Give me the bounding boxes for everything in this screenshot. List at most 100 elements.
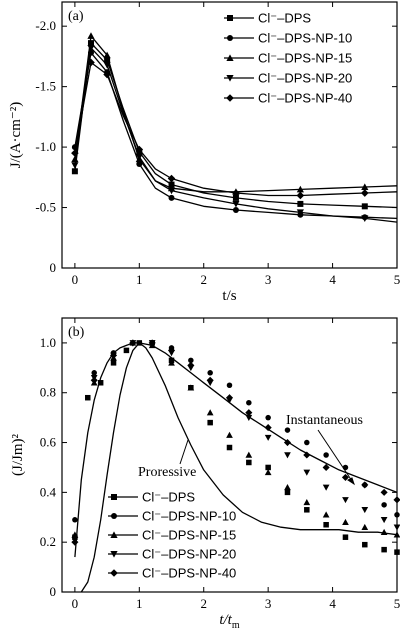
series-line-a [74,42,398,209]
data-point-a [296,191,305,200]
data-point-b [246,459,252,466]
data-point-b [284,452,291,459]
data-point-a [87,32,95,39]
data-point-b [284,484,291,491]
data-point-b [304,439,310,446]
data-point-b [90,376,98,384]
x-axis-label-b: t/tm [219,612,240,631]
data-point-b [341,473,350,481]
data-point-a [297,200,304,207]
data-point-a [135,145,144,154]
panel-a: 0 -0.5 -1.0 -1.5 -2.0 0 1 2 3 4 5 (a) t/s J/(A·cm⁻²) C… [8,1,400,304]
series-line-a [74,47,398,223]
data-point-b [167,346,176,354]
data-point-b [246,399,252,406]
data-point-a [87,44,95,52]
annotation-proressive: Proressive [138,465,196,480]
data-point-b [380,488,388,496]
data-point-a [167,174,176,183]
legend-marker-a [227,15,233,21]
data-point-a [103,70,111,79]
data-point-a [232,189,240,197]
data-point-b [303,498,311,506]
data-point-a [361,183,369,190]
data-point-a [104,57,111,64]
data-point-a [360,189,369,197]
data-point-b [206,376,214,384]
data-point-a [87,58,95,67]
data-point-a [296,209,304,216]
data-point-a [71,149,79,157]
x-tick-label-a: 4 [329,272,336,287]
x-tick-label-b: 3 [265,596,272,611]
legend-label-b: Cl⁻–DPS [142,490,195,505]
data-point-b [123,347,130,354]
data-point-b [207,419,213,426]
plot-frame-b [61,317,398,593]
y-tick-label-a: 0 [50,260,57,275]
data-point-b [394,549,400,555]
y-tick-label-b: 0.2 [40,534,56,549]
data-point-b [226,444,233,451]
data-point-b [393,531,400,538]
annotation-arrow-instantaneous [317,429,355,485]
y-tick-label-b: 0.8 [40,385,56,400]
y-tick-label-a: -0.5 [35,200,56,215]
data-point-a [103,51,111,59]
data-point-b [168,359,175,366]
y-tick-label-a: -2.0 [35,18,56,33]
data-point-b [323,452,329,458]
data-point-b [71,538,79,546]
data-point-a [361,215,369,223]
data-point-b [226,382,233,389]
data-point-b [322,484,330,491]
legend-marker-b [111,494,117,500]
data-point-b [71,531,79,538]
data-point-b [381,502,387,508]
data-point-b [322,511,330,518]
legend-label-a: Cl⁻–DPS [258,11,311,26]
data-point-a [71,168,78,175]
panel-b: 0 0.2 0.4 0.6 0.8 1.0 0 1 2 3 4 5 (b) t/tm (J/Jm)² Inst… [10,317,400,631]
data-point-b [362,541,368,548]
series-a-cl-dps-np-20 [71,44,398,223]
y-tick-label-b: 0.6 [40,435,57,450]
y-tick-label-a: -1.5 [35,79,56,94]
data-point-b [129,339,137,347]
data-point-b [245,409,253,417]
data-point-b [393,496,400,504]
x-tick-label-b: 0 [72,596,79,611]
x-tick-label-b: 4 [329,596,336,611]
legend-marker-a [226,94,234,102]
data-point-b [322,463,330,472]
data-point-b [393,524,400,531]
data-point-a [296,185,304,193]
data-point-b [284,427,291,433]
annotation-arrowhead-instantaneous [347,477,355,486]
y-tick-label-b: 0.4 [40,484,57,499]
x-tick-label-b: 5 [394,596,400,611]
legend-b: Cl⁻–DPS Cl⁻–DPS-NP-10 Cl⁻–DPS-NP-15 Cl⁻–DPS… [108,490,236,581]
panel-label-a: (a) [68,9,84,24]
legend-label-b: Cl⁻–DPS-NP-20 [142,547,236,562]
plot-frame-a [61,1,398,269]
x-tick-label-a: 5 [394,272,400,287]
data-point-a [71,162,79,169]
data-point-a [168,194,175,201]
data-point-b [187,384,195,391]
legend-marker-b [110,531,118,538]
data-point-b [380,517,388,524]
y-tick-label-b: 0 [50,584,57,599]
data-point-b [361,507,369,514]
data-point-b [264,434,272,441]
data-point-b [303,469,311,476]
series-line-a [74,35,398,193]
legend-marker-b [110,569,118,577]
x-tick-label-a: 1 [136,272,143,287]
data-point-b [381,546,387,553]
legend-a: Cl⁻–DPS Cl⁻–DPS-NP-10 Cl⁻–DPS-NP-15 Cl⁻–DPS… [224,11,352,106]
data-point-b [110,360,117,366]
theory-curve-proressive [80,342,398,593]
data-point-b [245,414,253,421]
data-point-b [245,451,253,458]
